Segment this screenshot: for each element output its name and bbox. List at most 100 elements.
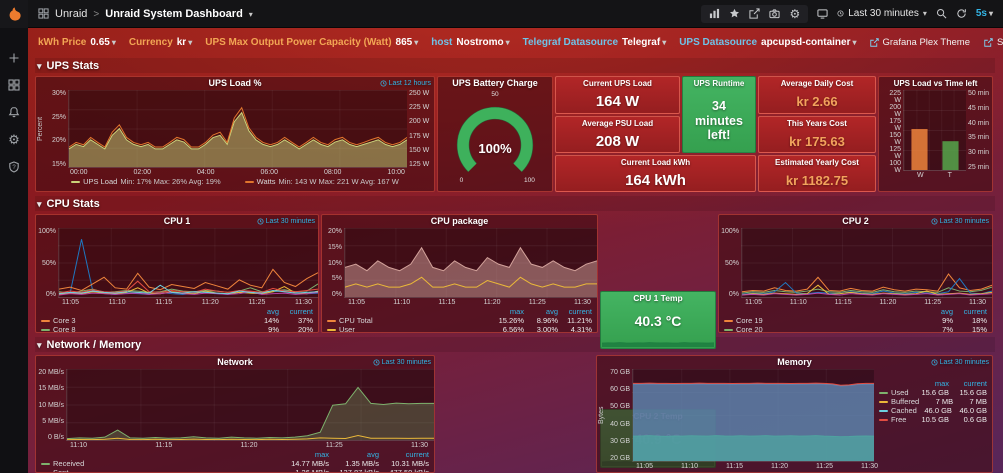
graph-canvas[interactable]: [903, 90, 966, 171]
y-tick: 30 GB: [610, 437, 630, 445]
legend-row[interactable]: Core 3 14% 37%: [41, 316, 313, 325]
row-header-cpu-stats[interactable]: CPU Stats: [35, 196, 995, 211]
legend-sort-max[interactable]: max: [934, 379, 949, 388]
legend-row[interactable]: Core 20 7% 15%: [724, 325, 987, 333]
panel-title[interactable]: Memory Last 30 minutes: [777, 357, 989, 367]
legend-sort-avg[interactable]: avg: [366, 450, 379, 459]
graph-canvas[interactable]: [68, 90, 407, 168]
variable-value-dropdown[interactable]: apcupsd-container: [761, 37, 856, 48]
legend-stats: Min: 143 W Max: 221 W Avg: 167 W: [278, 177, 399, 186]
panel-title[interactable]: Average Daily Cost: [780, 79, 854, 88]
graph-canvas[interactable]: [58, 228, 318, 298]
row-header-network-memory[interactable]: Network / Memory: [35, 337, 995, 352]
panel-title[interactable]: CPU 2 Last 30 minutes: [842, 216, 989, 226]
legend-value: 1.26 MB/s: [295, 468, 329, 473]
legend-sort-avg[interactable]: avg: [940, 307, 953, 316]
panel-title[interactable]: CPU 1 Temp: [633, 293, 683, 303]
legend-sort-current[interactable]: current: [289, 307, 313, 316]
legend-sort-current[interactable]: current: [568, 307, 592, 316]
legend-sort-current[interactable]: current: [405, 450, 429, 459]
graph-canvas[interactable]: [344, 228, 597, 298]
star-icon[interactable]: [729, 8, 740, 19]
legend-row[interactable]: Sent 1.26 MB/s 137.87 kB/s 477.50 kB/s: [41, 468, 429, 473]
y-tick: 0%: [728, 291, 739, 298]
panels-icon[interactable]: [709, 8, 720, 19]
panel-title[interactable]: UPS Runtime: [693, 79, 745, 88]
legend-series[interactable]: Free: [891, 415, 907, 424]
panel-title[interactable]: This Years Cost: [787, 119, 847, 128]
legend-series[interactable]: Sent: [53, 468, 69, 473]
title-caret-icon[interactable]: [249, 8, 253, 20]
dashboard-title[interactable]: Unraid System Dashboard: [105, 7, 243, 20]
graph-canvas[interactable]: [741, 228, 992, 298]
search-icon[interactable]: [936, 8, 947, 19]
grafana-logo[interactable]: [0, 0, 28, 28]
legend-row[interactable]: Buffered 7 MB 7 MB: [879, 397, 987, 406]
legend-series[interactable]: Received: [53, 459, 85, 468]
legend-row[interactable]: Cached 46.0 GB 46.0 GB: [879, 406, 987, 415]
graph-canvas[interactable]: [66, 369, 434, 441]
refresh-icon[interactable]: [956, 8, 967, 19]
y-axis-ticks: 100% 50% 0%: [719, 228, 741, 298]
panel-title[interactable]: CPU 1 Last 30 minutes: [163, 216, 315, 226]
legend-sort-current[interactable]: current: [963, 307, 987, 316]
legend-row[interactable]: CPU Total 15.26% 8.96% 11.21%: [327, 316, 592, 325]
row-header-ups-stats[interactable]: UPS Stats: [35, 58, 995, 73]
legend-series[interactable]: Watts: [256, 177, 276, 186]
settings-icon[interactable]: ⚙: [789, 6, 801, 21]
legend-series[interactable]: User: [339, 325, 355, 333]
y-tick: 200 W: [889, 104, 901, 118]
refresh-interval-dropdown[interactable]: 5s: [976, 8, 993, 19]
snapshot-icon[interactable]: [769, 8, 781, 19]
variable-value-dropdown[interactable]: Nostromo: [456, 37, 509, 48]
configuration-gear-icon[interactable]: ⚙: [8, 132, 20, 147]
legend-series[interactable]: Cached: [891, 406, 917, 415]
legend-sort-max[interactable]: max: [314, 450, 329, 459]
legend-row[interactable]: Core 8 9% 20%: [41, 325, 313, 333]
legend-row[interactable]: Used 15.6 GB 15.6 GB: [879, 388, 987, 397]
panel-title[interactable]: Current Load kWh: [620, 158, 691, 167]
panel-title[interactable]: CPU package: [430, 216, 489, 226]
legend-series[interactable]: Core 20: [736, 325, 763, 333]
legend-series[interactable]: Core 8: [53, 325, 76, 333]
legend-series[interactable]: Core 19: [736, 316, 763, 325]
variable-value-dropdown[interactable]: 0.65: [90, 37, 115, 48]
legend: avg current Core 19 9% 18% Core 20 7% 15%: [719, 307, 992, 333]
link-grafana-plex-theme[interactable]: Grafana Plex Theme: [869, 37, 970, 48]
legend-row[interactable]: Free 10.5 GB 0.6 GB: [879, 415, 987, 424]
panel-title[interactable]: Average PSU Load: [581, 119, 654, 128]
help-shield-icon[interactable]: ?: [8, 161, 20, 173]
dashboards-icon[interactable]: [8, 79, 20, 91]
variable-value-dropdown[interactable]: 865: [396, 37, 419, 48]
panel-title[interactable]: Network Last 30 minutes: [217, 357, 431, 367]
share-icon[interactable]: [749, 8, 761, 19]
create-icon[interactable]: [8, 52, 20, 64]
panel-title[interactable]: UPS Load % Last 12 hours: [208, 78, 431, 88]
graph-canvas[interactable]: [632, 369, 874, 462]
legend-row[interactable]: Core 19 9% 18%: [724, 316, 987, 325]
legend-row[interactable]: Received 14.77 MB/s 1.35 MB/s 10.31 MB/s: [41, 459, 429, 468]
legend-series[interactable]: Buffered: [891, 397, 920, 406]
tv-icon[interactable]: [817, 8, 828, 19]
time-picker[interactable]: Last 30 minutes: [837, 8, 927, 19]
panel-title[interactable]: UPS Battery Charge: [452, 78, 538, 88]
legend-sort-max[interactable]: max: [509, 307, 524, 316]
legend-series[interactable]: UPS Load: [83, 177, 118, 186]
variable-value-dropdown[interactable]: kr: [177, 37, 192, 48]
breadcrumb-folder[interactable]: Unraid: [55, 7, 88, 20]
variable-value-dropdown[interactable]: Telegraf: [622, 37, 666, 48]
link-ups-monitoring-guide[interactable]: Setting up Grafana and InfluxDB for UPS …: [984, 37, 1003, 48]
panel-title[interactable]: UPS Load vs Time left: [893, 79, 978, 88]
legend-series[interactable]: Used: [891, 388, 909, 397]
alerting-bell-icon[interactable]: [8, 106, 20, 118]
legend-series[interactable]: CPU Total: [339, 316, 373, 325]
panel-title[interactable]: Current UPS Load: [583, 79, 652, 88]
legend-sort-current[interactable]: current: [963, 379, 987, 388]
legend-row[interactable]: User 6.56% 3.00% 4.31%: [327, 325, 592, 333]
legend-sort-avg[interactable]: avg: [266, 307, 279, 316]
legend-series[interactable]: Core 3: [53, 316, 76, 325]
stat-value: kr 2.66: [796, 94, 838, 109]
panel-title[interactable]: Estimated Yearly Cost: [775, 158, 859, 167]
legend-sort-avg[interactable]: avg: [545, 307, 558, 316]
